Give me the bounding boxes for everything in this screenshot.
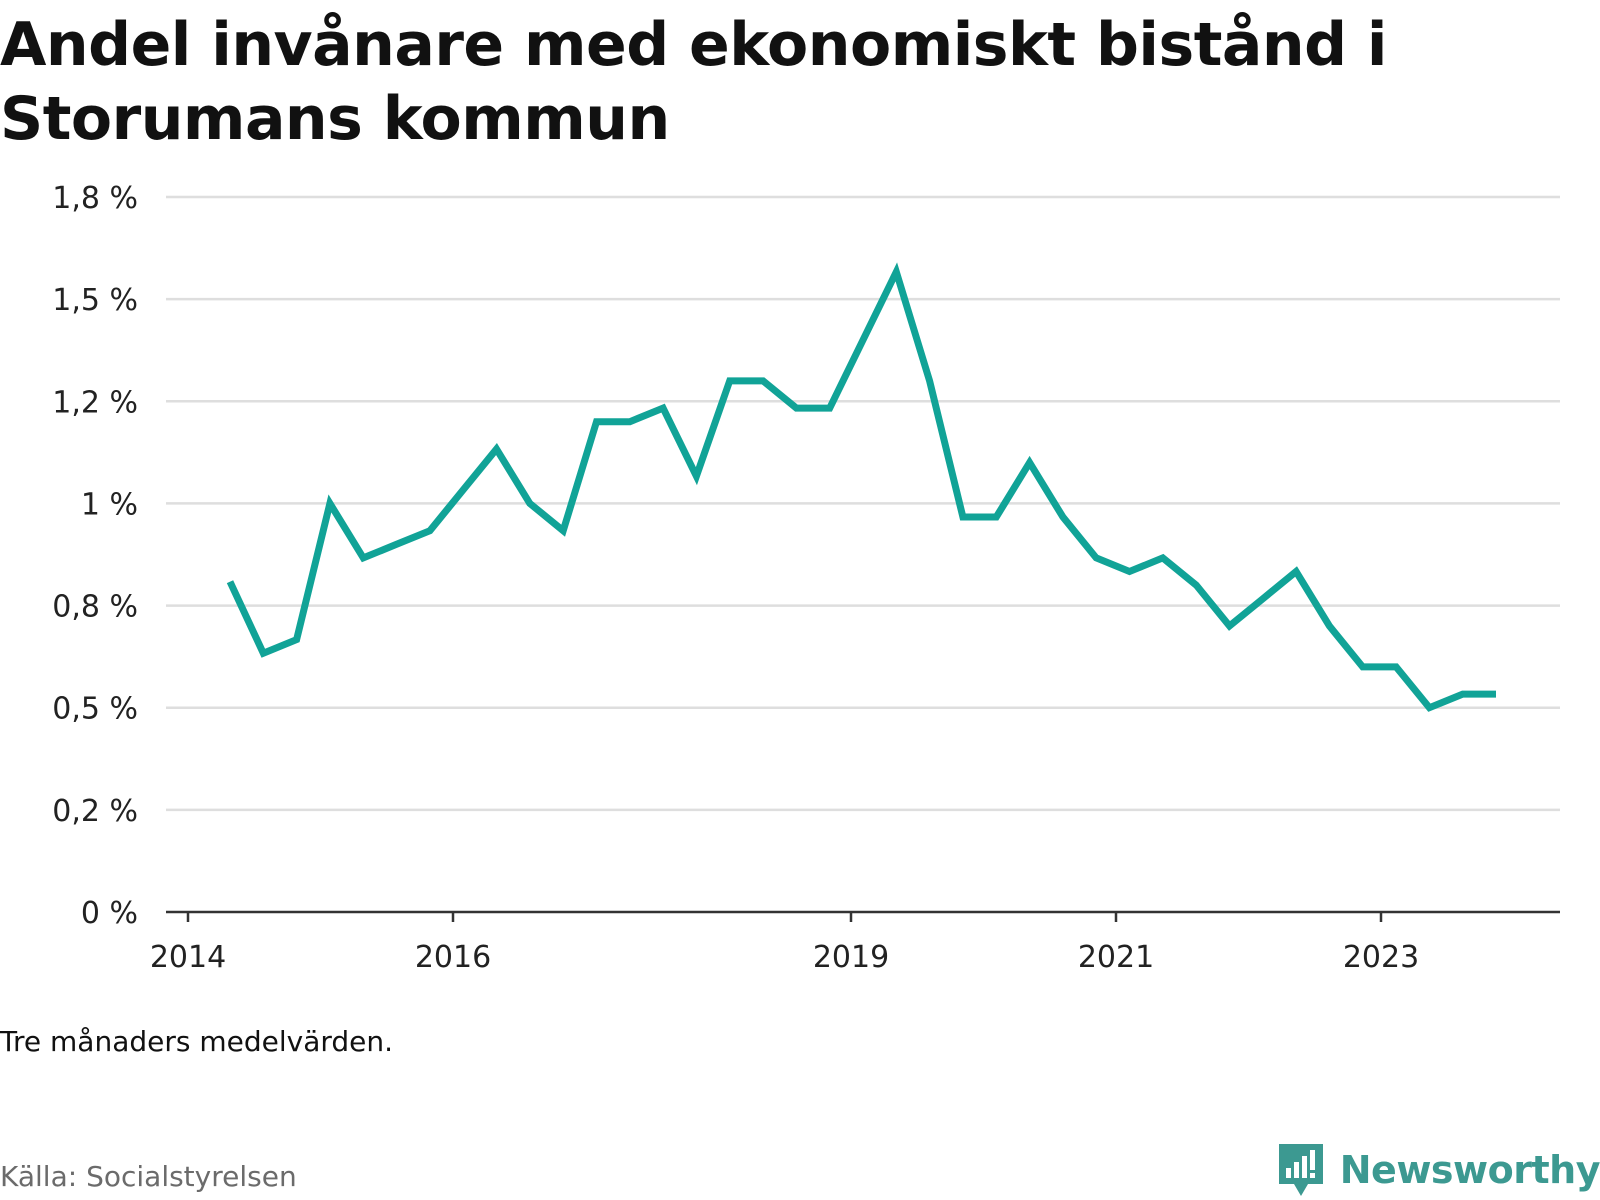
x-tick-label: 2021 xyxy=(1078,940,1154,975)
y-axis-ticks: 0 % 0,2 % 0,5 % 0,8 % 1 % 1,2 % 1,5 % 1,8 % xyxy=(52,181,138,931)
y-tick-label: 1 % xyxy=(81,487,138,522)
grid-lines xyxy=(166,195,1560,812)
x-tick-label: 2019 xyxy=(813,940,889,975)
y-tick-label: 1,2 % xyxy=(52,385,138,420)
y-tick-label: 1,8 % xyxy=(52,181,138,216)
chart-title: Andel invånare med ekonomiskt bistånd i … xyxy=(0,10,1387,154)
y-tick-label: 0,8 % xyxy=(52,590,138,625)
x-tick-label: 2014 xyxy=(150,940,226,975)
x-axis: 2014 2016 2019 2021 2023 xyxy=(150,910,1560,975)
newsworthy-logo-icon xyxy=(1278,1144,1323,1196)
y-tick-label: 1,5 % xyxy=(52,283,138,318)
y-tick-label: 0,2 % xyxy=(52,794,138,829)
y-tick-label: 0 % xyxy=(81,896,138,931)
series-line xyxy=(226,262,1496,712)
line-chart: 0 % 0,2 % 0,5 % 0,8 % 1 % 1,2 % 1,5 % 1,8 % 201… xyxy=(52,181,1560,975)
brand-name: Newsworthy xyxy=(1339,1148,1600,1192)
source-label: Källa: Socialstyrelsen xyxy=(0,1160,297,1193)
x-tick-label: 2023 xyxy=(1343,940,1419,975)
chart-note: Tre månaders medelvärden. xyxy=(0,1025,394,1058)
brand: Newsworthy xyxy=(1276,1140,1600,1200)
x-tick-label: 2016 xyxy=(415,940,491,975)
y-tick-label: 0,5 % xyxy=(52,692,138,727)
series-layer xyxy=(226,262,1496,712)
